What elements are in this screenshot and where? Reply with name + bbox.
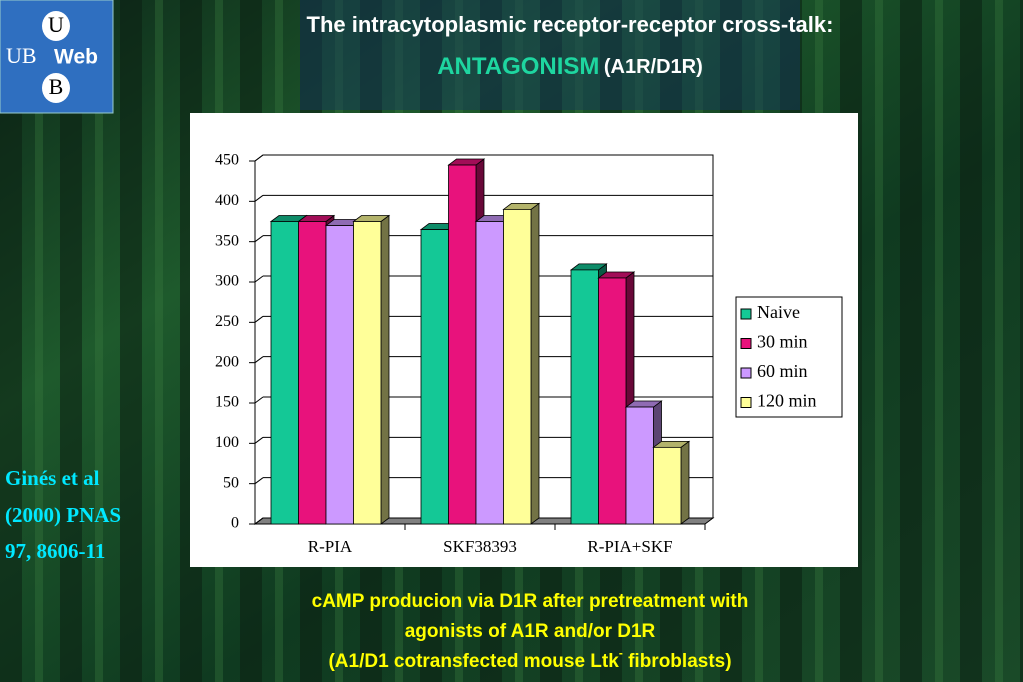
title: The intracytoplasmic receptor-receptor c… [307,12,834,37]
grid-line-side [254,194,264,202]
legend-label: 120 min [757,391,817,411]
grid-line-side [254,315,264,323]
y-tick-label: 350 [215,232,239,249]
legend-label: 30 min [757,332,808,352]
caption-text: (A1/D1 cotransfected mouse Ltk [328,651,619,672]
logo-circle [42,73,70,103]
y-tick-label: 250 [215,313,239,330]
y-tick-label: 300 [215,273,239,290]
bar [502,202,541,525]
grid-line-side [254,436,264,444]
logo-circle [42,11,70,41]
y-tick-label: 100 [215,434,239,451]
title-highlight: ANTAGONISM [437,53,599,80]
grid-line-side [254,235,264,243]
caption-superscript: - [619,646,623,660]
bar [352,214,391,525]
citation: 97, 8606-11 [5,539,105,563]
grid-line-side [254,154,264,162]
bar-front [503,208,532,525]
y-tick-label: 200 [215,353,239,370]
citation: (2000) PNAS [5,503,121,527]
logo: U B UB Web [0,0,114,114]
legend-swatch [740,338,752,349]
bar-front [570,269,599,525]
chart: 0 50 100 150 200 250 300 350 400 450 R-PIA SKF38393… [215,152,843,556]
legend-box [735,296,843,418]
bar-front [325,225,354,525]
caption: agonists of A1R and/or D1R [405,621,656,642]
bar-front [475,221,504,525]
bar [652,440,691,525]
background-band [300,0,800,110]
logo-letter: B [49,74,64,99]
caption: (A1/D1 cotransfected mouse Ltk- fibrobla… [328,646,731,672]
logo-letter: U [48,12,64,37]
legend-label: 60 min [757,361,808,381]
y-tick-label: 400 [215,192,239,209]
y-tick-label: 50 [223,474,239,491]
legend-swatch [740,367,752,379]
legend-swatch [740,397,752,408]
bar-front [353,221,382,525]
grid-line-side [254,477,264,485]
x-tick-label: R-PIA [308,537,353,556]
y-tick-label: 450 [215,152,239,169]
logo-text: UB [6,43,37,68]
citation: Ginés et al [5,466,100,490]
y-tick-label: 150 [215,394,239,411]
caption-text: fibroblasts) [623,651,732,672]
legend-label: Naive [757,302,800,322]
bar-side [530,202,540,525]
bar-side [380,214,390,525]
title-subtitle: (A1R/D1R) [604,56,703,78]
grid-line-side [254,396,264,404]
bar-front [298,221,327,525]
bar-front [653,446,682,525]
legend-swatch [740,308,752,320]
bar-front [420,229,449,525]
y-tick-label: 0 [231,515,239,532]
bar-front [448,164,477,525]
grid-line-side [254,356,264,364]
grid-line-side [254,275,264,283]
grid-line-side [254,517,264,525]
bar-side [680,440,690,525]
caption: cAMP producion via D1R after pretreatmen… [312,591,749,612]
title-line: ANTAGONISM (A1R/D1R) [437,53,703,80]
bar-front [598,277,627,525]
bar-front [625,406,654,525]
bar-front [270,221,299,525]
logo-text: Web [54,46,98,69]
x-tick-label: SKF38393 [443,537,517,556]
x-tick-label: R-PIA+SKF [587,537,672,556]
